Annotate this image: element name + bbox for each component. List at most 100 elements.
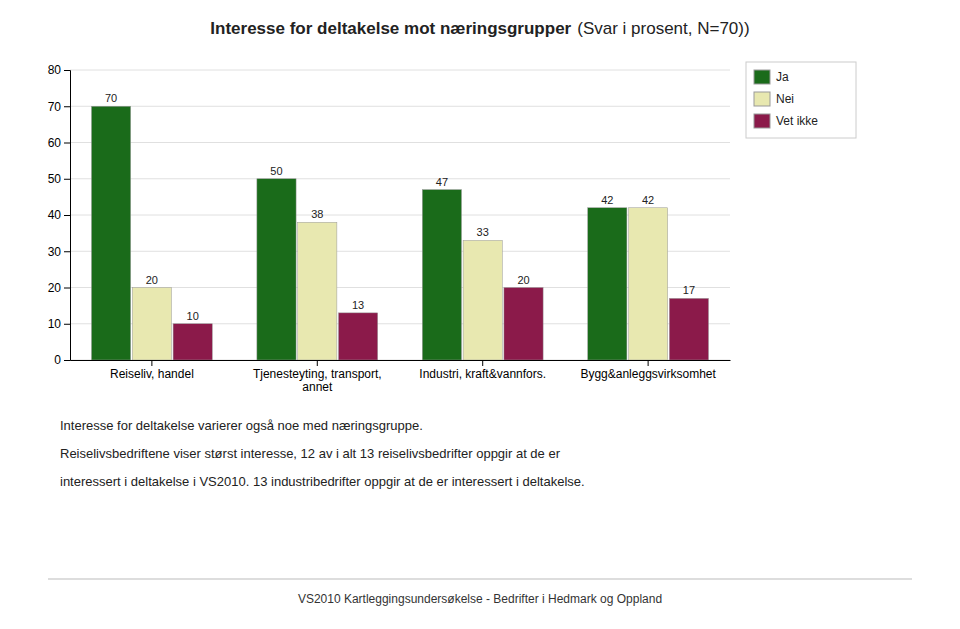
bar	[339, 313, 378, 360]
bar-series	[91, 106, 626, 360]
annotation: Interesse for deltakelse varierer også n…	[60, 418, 423, 433]
x-tick: Industri, kraft&vannfors.	[419, 360, 546, 381]
y-tick-label: 70	[48, 100, 62, 114]
data-label: 42	[601, 194, 613, 206]
bar-series	[173, 288, 708, 361]
y-tick: 70	[48, 100, 70, 114]
data-label: 38	[311, 208, 323, 220]
y-tick-mark	[64, 288, 70, 289]
subtitle: (Svar i prosent, N=70))	[577, 19, 749, 38]
y-axis-line	[64, 71, 71, 361]
y-tick: 20	[48, 281, 70, 295]
x-tick-mark	[151, 360, 152, 366]
title-main: Interesse for deltakelse mot næringsgrup…	[210, 19, 571, 38]
x-axis-line	[71, 360, 731, 361]
x-tick-mark	[317, 360, 318, 366]
bar	[132, 288, 171, 361]
y-tick-label: 60	[48, 136, 62, 150]
data-labels: 705047422038334210132017	[105, 92, 695, 322]
data-label: 20	[517, 274, 529, 286]
y-tick-label: 20	[48, 281, 62, 295]
x-tick-label-line: Bygg&anleggsvirksomhet	[580, 367, 716, 381]
grid-line	[70, 178, 730, 179]
bar-series	[132, 208, 667, 360]
bar	[91, 106, 130, 360]
y-tick: 0	[54, 353, 70, 367]
y-tick: 50	[48, 172, 70, 186]
bar	[422, 190, 461, 360]
y-tick-label: 0	[54, 353, 61, 367]
x-tick-label-line: Reiseliv, handel	[110, 367, 194, 381]
y-axis: 0 10 20 30 40 50 60 70 80	[48, 63, 71, 367]
bar	[298, 222, 337, 360]
footer: VS2010 Kartleggingsundersøkelse - Bedrif…	[298, 592, 662, 606]
annotation: Reiselivsbedriftene viser størst interes…	[60, 446, 561, 461]
title: Interesse for deltakelse mot næringsgrup…	[210, 19, 749, 38]
footer-rule	[48, 579, 912, 580]
bar	[629, 208, 668, 360]
bar	[257, 179, 296, 360]
legend-swatch	[754, 70, 770, 84]
legend-item: Ja	[754, 70, 789, 84]
legend: Ja Nei Vet ikke	[746, 62, 856, 138]
data-label: 17	[683, 284, 695, 296]
x-tick-label-line: annet	[302, 380, 333, 394]
bars	[91, 106, 708, 360]
y-tick-mark	[64, 215, 70, 216]
x-tick-label: Bygg&anleggsvirksomhet	[580, 367, 716, 381]
x-tick-mark	[482, 360, 483, 366]
legend-item: Vet ikke	[754, 114, 818, 128]
bar	[463, 240, 502, 360]
legend-label: Vet ikke	[776, 114, 818, 128]
data-label: 20	[146, 274, 158, 286]
y-tick: 10	[48, 317, 70, 331]
x-tick-mark	[648, 360, 649, 366]
y-tick-mark	[64, 143, 70, 144]
bar	[504, 288, 543, 361]
chart: Interesse for deltakelse mot næringsgrup…	[0, 0, 960, 629]
y-tick-mark	[64, 324, 70, 325]
y-tick-label: 10	[48, 317, 62, 331]
y-tick-mark	[64, 70, 70, 71]
y-tick-label: 80	[48, 63, 62, 77]
y-tick: 60	[48, 136, 70, 150]
legend-label: Ja	[776, 70, 789, 84]
x-tick: Tjenesteyting, transport,annet	[253, 360, 382, 394]
y-tick-label: 30	[48, 245, 62, 259]
y-tick-label: 40	[48, 208, 62, 222]
y-tick: 80	[48, 63, 70, 77]
legend-frame	[746, 62, 856, 138]
legend-swatch	[754, 114, 770, 128]
bar	[173, 324, 212, 360]
x-tick: Bygg&anleggsvirksomhet	[580, 360, 716, 381]
x-tick-label: Tjenesteyting, transport,annet	[253, 367, 382, 395]
x-tick-label: Reiseliv, handel	[110, 367, 194, 381]
y-tick-mark	[64, 251, 70, 252]
bar	[669, 298, 708, 360]
data-label: 33	[477, 226, 489, 238]
annotations: Interesse for deltakelse varierer også n…	[48, 418, 912, 606]
grid-line	[70, 106, 730, 107]
data-label: 13	[352, 299, 364, 311]
grid-line	[70, 142, 730, 143]
x-tick: Reiseliv, handel	[110, 360, 194, 381]
y-tick: 40	[48, 208, 70, 222]
y-tick: 30	[48, 245, 70, 259]
legend-label: Nei	[776, 92, 794, 106]
grid-line	[70, 70, 730, 71]
legend-item: Nei	[754, 92, 794, 106]
data-label: 42	[642, 194, 654, 206]
grid	[70, 70, 730, 360]
y-tick-label: 50	[48, 172, 62, 186]
y-tick-mark	[64, 106, 70, 107]
annotation: interessert i deltakelse i VS2010. 13 in…	[60, 474, 585, 489]
data-label: 10	[187, 310, 199, 322]
bar	[588, 208, 627, 360]
plot: 0 10 20 30 40 50 60 70 80 Reiseliv, handel Tjenest…	[48, 63, 731, 394]
x-tick-label-line: Tjenesteyting, transport,	[253, 367, 382, 381]
data-label: 47	[436, 176, 448, 188]
data-label: 50	[270, 165, 282, 177]
x-axis: Reiseliv, handel Tjenesteyting, transport…	[71, 360, 731, 394]
y-tick-mark	[64, 360, 70, 361]
x-tick-label: Industri, kraft&vannfors.	[419, 367, 546, 381]
